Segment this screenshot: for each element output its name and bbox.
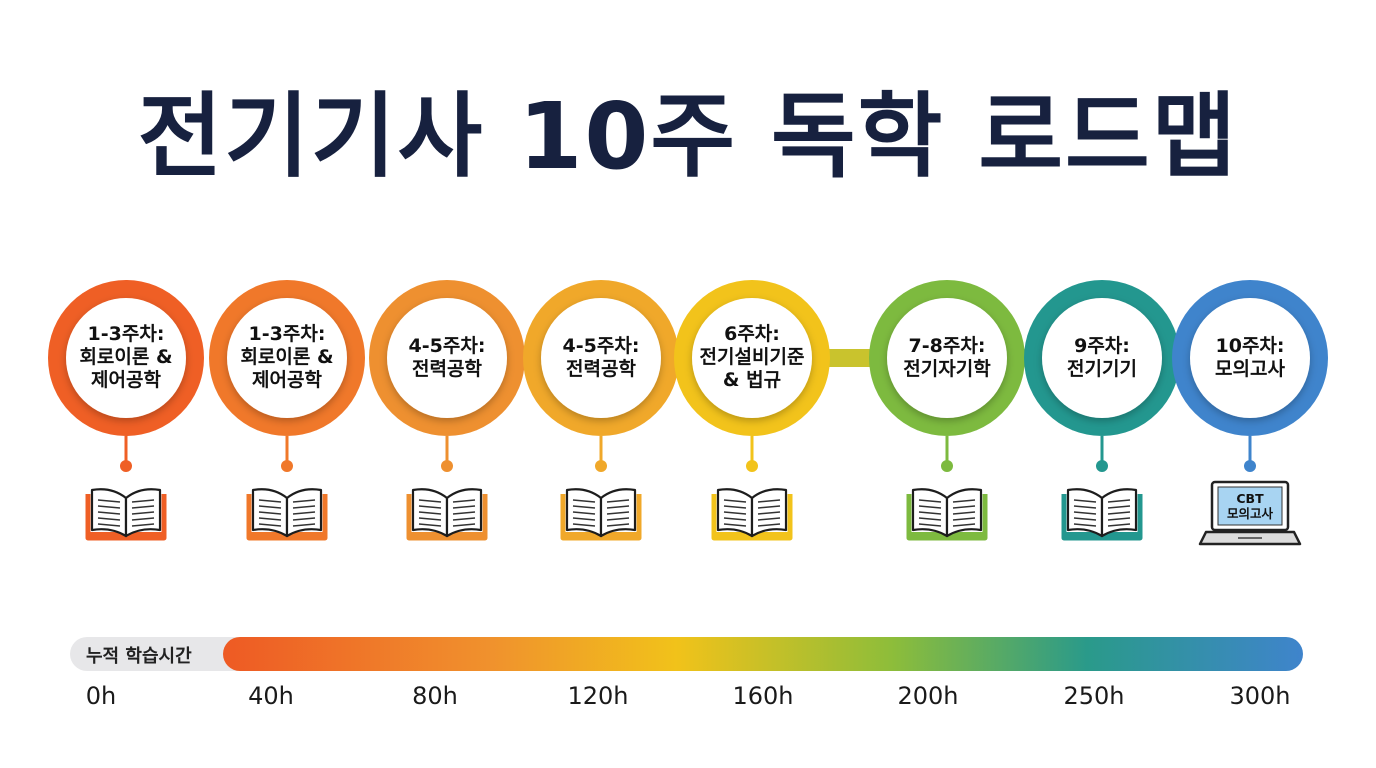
stage-dot xyxy=(746,460,758,472)
stage-label: 6주차: 전기설비기준 & 법규 xyxy=(699,323,805,392)
stage-inner-disc xyxy=(1042,298,1162,418)
stage-dot xyxy=(1244,460,1256,472)
stage-dot xyxy=(281,460,293,472)
timeline-tick-label: 200h xyxy=(897,682,959,710)
stage-inner-disc xyxy=(887,298,1007,418)
cumulative-time-bar xyxy=(223,637,1303,671)
stage-inner-disc xyxy=(1190,298,1310,418)
roadmap-diagram xyxy=(48,280,1328,546)
book-icon xyxy=(711,488,793,541)
stage-label: 9주차: 전기기기 xyxy=(1067,334,1137,380)
timeline-tick-label: 120h xyxy=(567,682,629,710)
timeline-tick-label: 0h xyxy=(85,682,117,710)
stage-dot xyxy=(941,460,953,472)
stage-inner-disc xyxy=(66,298,186,418)
book-icon xyxy=(85,488,167,541)
stage-dot xyxy=(595,460,607,472)
stage-inner-disc xyxy=(692,298,812,418)
stage-label: 4-5주차: 전력공학 xyxy=(408,334,486,380)
stage-inner-disc xyxy=(541,298,661,418)
laptop-icon xyxy=(1198,480,1302,546)
book-icon xyxy=(1061,488,1143,541)
stage-inner-disc xyxy=(227,298,347,418)
book-icon xyxy=(560,488,642,541)
timeline-label: 누적 학습시간 xyxy=(86,646,192,667)
book-icon xyxy=(246,488,328,541)
stage-dot xyxy=(120,460,132,472)
timeline-tick-label: 160h xyxy=(732,682,794,710)
timeline-tick-label: 40h xyxy=(248,682,294,710)
timeline-tick-label: 80h xyxy=(412,682,458,710)
stage-label: 10주차: 모의고사 xyxy=(1215,334,1285,380)
stage-dot xyxy=(1096,460,1108,472)
stage-label: 1-3주차: 회로이론 & 제어공학 xyxy=(240,323,334,392)
stage-connector xyxy=(812,349,887,367)
stage-label: 7-8주차: 전기자기학 xyxy=(903,334,991,380)
laptop-screen-text: CBT 모의고사 xyxy=(1226,491,1274,521)
timeline-tick-label: 250h xyxy=(1063,682,1125,710)
stage-dot xyxy=(441,460,453,472)
stage-inner-disc xyxy=(387,298,507,418)
stage-label: 1-3주차: 회로이론 & 제어공학 xyxy=(79,323,173,392)
page-title: 전기기사 10주 독학 로드맵 xyxy=(137,83,1239,190)
book-icon xyxy=(406,488,488,541)
book-icon xyxy=(906,488,988,541)
timeline-tick-label: 300h xyxy=(1229,682,1291,710)
stage-label: 4-5주차: 전력공학 xyxy=(562,334,640,380)
